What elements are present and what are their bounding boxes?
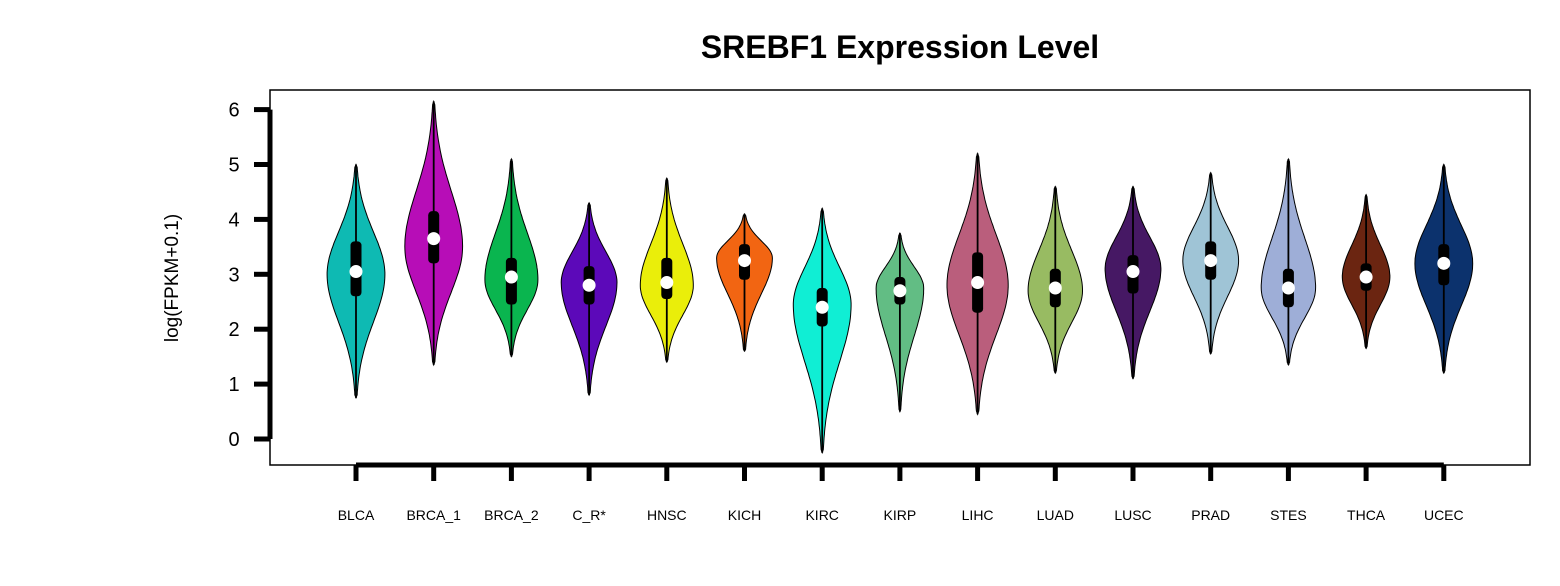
x-tick-label: KICH (728, 507, 761, 523)
violin-median-point (1204, 254, 1218, 268)
y-tick-label: 2 (228, 319, 239, 341)
violin-c-r- (560, 201, 618, 397)
violin-blca (326, 163, 386, 400)
violin-prad (1182, 171, 1240, 356)
y-tick-label: 5 (228, 155, 239, 177)
y-tick-label: 3 (228, 264, 239, 286)
violin-hnsc (639, 176, 694, 364)
violin-thca (1341, 193, 1391, 350)
violin-lihc (946, 152, 1009, 416)
y-tick-label: 1 (228, 374, 239, 396)
x-tick-label: LUSC (1114, 507, 1151, 523)
violin-brca-2 (484, 157, 539, 358)
x-tick-label: KIRC (805, 507, 838, 523)
x-axis: BLCA BRCA_1 BRCA_2 C_R* HNSC KICH KIRC KIRP LIHC… (338, 462, 1464, 523)
x-tick-label: BLCA (338, 507, 375, 523)
violin-median-point (1126, 265, 1140, 279)
x-tick-label: PRAD (1191, 507, 1230, 523)
y-tick-label: 6 (228, 100, 239, 122)
violin-median-point (660, 276, 674, 290)
y-tick-label: 4 (228, 209, 239, 231)
violin-median-point (738, 254, 751, 268)
violin-median-point (1359, 270, 1373, 284)
violin-median-point (1048, 281, 1062, 295)
violin-median-point (971, 276, 985, 290)
chart-title: SREBF1 Expression Level (701, 29, 1099, 65)
x-tick-label: HNSC (647, 507, 687, 523)
violin-median-point (1437, 256, 1451, 270)
x-tick-label: BRCA_2 (484, 507, 539, 523)
violin-median-point (504, 270, 518, 284)
violin-ucec (1414, 163, 1474, 375)
violin-median-point (349, 265, 363, 279)
y-axis: 0 1 2 3 4 5 6 (228, 100, 273, 451)
y-tick-label: 0 (228, 429, 239, 451)
violin-median-point (815, 300, 829, 314)
x-tick-label: C_R* (572, 507, 606, 523)
x-tick-label: BRCA_1 (406, 507, 461, 523)
x-tick-label: LUAD (1037, 507, 1074, 523)
violins (326, 99, 1474, 455)
y-axis-label: log(FPKM+0.1) (162, 214, 183, 342)
violin-kirp (875, 231, 925, 413)
violin-kirc (792, 207, 852, 455)
violin-median-point (1281, 281, 1295, 295)
violin-lusc (1104, 185, 1162, 380)
x-tick-label: STES (1270, 507, 1307, 523)
x-tick-label: KIRP (884, 507, 917, 523)
violin-stes (1260, 157, 1317, 367)
violin-brca-1 (404, 99, 464, 367)
violin-median-point (893, 284, 907, 298)
x-tick-label: THCA (1347, 507, 1386, 523)
violin-luad (1027, 185, 1083, 375)
x-tick-label: LIHC (962, 507, 994, 523)
violin-median-point (582, 278, 596, 292)
violin-kich (716, 213, 773, 353)
violin-median-point (427, 232, 441, 246)
x-tick-label: UCEC (1424, 507, 1464, 523)
